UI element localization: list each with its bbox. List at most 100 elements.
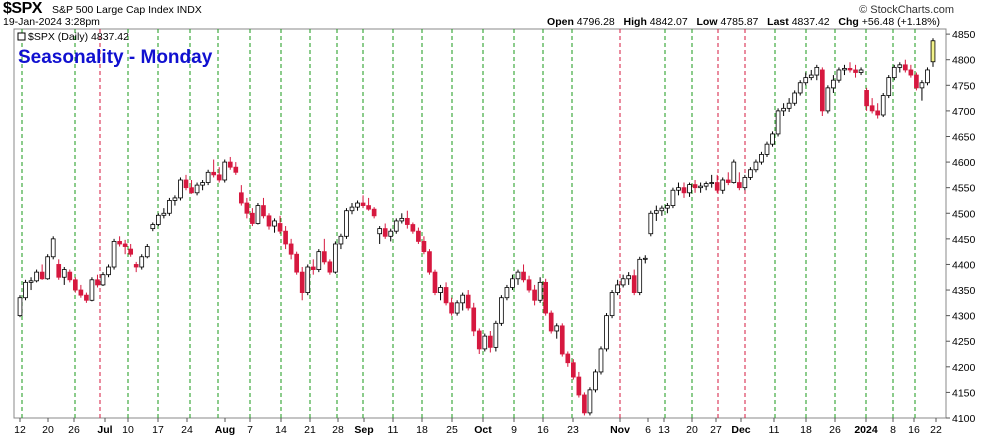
candle-body (84, 294, 89, 301)
candle-body (797, 82, 803, 94)
y-tick-label: 4350 (952, 285, 976, 297)
candle-body (233, 166, 239, 173)
chg-label: Chg (838, 16, 859, 28)
candle-body (167, 200, 172, 214)
candle-body (731, 161, 737, 183)
y-tick-label: 4700 (952, 106, 976, 118)
candle-body (327, 261, 333, 273)
candle-body (742, 177, 748, 189)
x-tick-label: 16 (537, 424, 549, 436)
candle-body (56, 264, 62, 278)
x-tick-label: Sep (354, 424, 373, 436)
candle-body (50, 238, 56, 258)
candle-body (930, 40, 936, 63)
candle-body (510, 278, 515, 288)
candle-body (366, 205, 371, 210)
candle-body (183, 179, 189, 189)
candle-body (95, 279, 100, 286)
candle-body (288, 243, 294, 255)
candle-body (465, 294, 471, 309)
candle-body (559, 325, 565, 355)
candle-body (272, 220, 277, 227)
y-tick-label: 4750 (952, 80, 976, 92)
candle-body (100, 274, 106, 286)
chart-title: Seasonality - Monday (18, 47, 213, 68)
y-tick-label: 4500 (952, 208, 976, 220)
candle-body (106, 266, 111, 276)
y-tick-label: 4250 (952, 336, 976, 348)
candle-body (493, 322, 499, 348)
candle-body (537, 281, 543, 301)
candle-body (266, 215, 272, 227)
candle-body (449, 302, 454, 314)
y-tick-label: 4600 (952, 157, 976, 169)
candle-body (360, 202, 366, 206)
candle-body (305, 266, 311, 293)
candle-body (853, 69, 858, 73)
candle-body (45, 256, 51, 280)
candle-body (122, 243, 128, 247)
x-tick-label: 18 (800, 424, 812, 436)
candle-body (792, 92, 798, 104)
candle-body (698, 185, 703, 189)
low-label: Low (696, 16, 718, 28)
candle-body (615, 284, 620, 293)
x-tick-label: Dec (731, 424, 750, 436)
candle-body (681, 187, 687, 194)
y-tick-label: 4200 (952, 362, 976, 374)
high-value: 4842.07 (649, 16, 688, 28)
candle-body (593, 371, 598, 391)
candle-body (548, 312, 554, 332)
x-tick-label: 17 (152, 424, 164, 436)
candle-body (582, 394, 587, 414)
candle-body (886, 77, 892, 96)
candle-body (216, 174, 222, 181)
candle-body (781, 107, 786, 112)
candle-body (670, 189, 676, 206)
candle-body (333, 243, 338, 273)
x-tick-label: 26 (68, 424, 80, 436)
candle-body (919, 82, 925, 89)
candle-body (421, 241, 427, 253)
candle-body (244, 202, 250, 214)
y-tick-label: 4450 (952, 234, 976, 246)
candle-body (842, 68, 847, 71)
candle-body (432, 271, 438, 293)
y-tick-label: 4550 (952, 183, 976, 195)
candle-body (714, 182, 720, 191)
candle-body (28, 280, 34, 283)
x-tick-label: Jul (97, 424, 112, 436)
x-tick-label: 24 (181, 424, 193, 436)
candle-body (17, 297, 23, 317)
x-tick-label: 21 (304, 424, 316, 436)
candle-body (725, 179, 731, 183)
x-tick-label: 11 (769, 424, 780, 436)
candle-body (587, 389, 593, 414)
candle-body (759, 154, 764, 163)
candle-body (665, 205, 670, 209)
candle-body (825, 87, 831, 112)
x-tick-label: 2024 (854, 424, 878, 436)
candle-body (803, 77, 809, 84)
x-tick-label: 22 (930, 424, 942, 436)
candle-body (676, 187, 681, 191)
candle-body (128, 248, 134, 255)
candle-body (637, 258, 643, 293)
y-tick-label: 4800 (952, 55, 976, 67)
candle-body (687, 184, 692, 194)
candle-body (427, 251, 432, 273)
candle-body (139, 256, 145, 268)
candle-body (786, 102, 792, 109)
brand-label: © StockCharts.com (859, 4, 954, 16)
candle-body (814, 66, 820, 76)
candle-body (720, 179, 726, 191)
candle-body (925, 69, 930, 84)
candle-body (709, 182, 715, 184)
x-tick-label: 26 (829, 424, 841, 436)
candle-body (310, 266, 316, 270)
candle-body (471, 307, 477, 332)
candle-body (200, 182, 205, 186)
candle-body (770, 133, 775, 145)
candle-body (897, 64, 903, 68)
ohlc-readout: Open 4796.28 High 4842.07 Low 4785.87 La… (547, 16, 940, 28)
